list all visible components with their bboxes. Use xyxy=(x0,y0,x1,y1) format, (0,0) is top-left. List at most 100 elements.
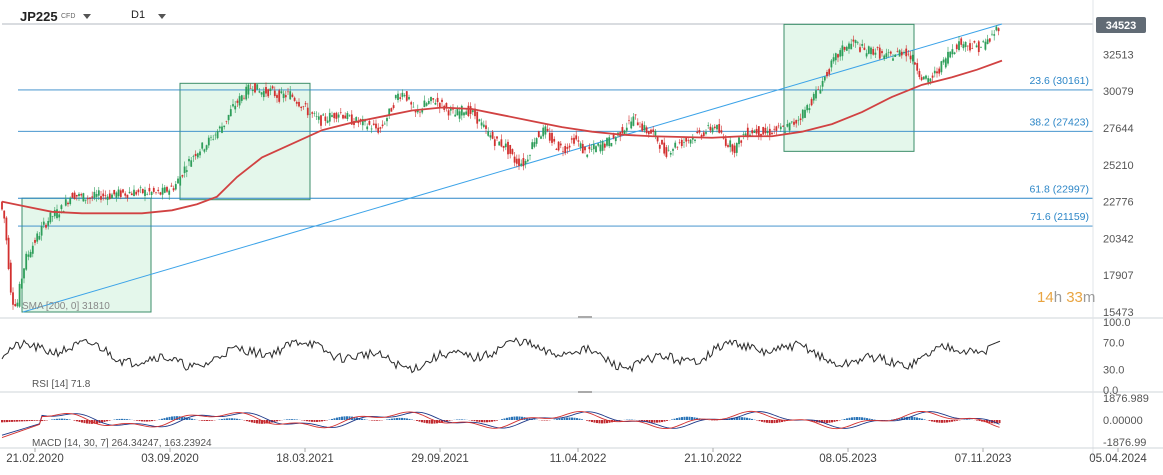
candle-body xyxy=(346,113,349,119)
candle-body xyxy=(828,69,831,75)
macd-histogram-bar xyxy=(141,420,143,422)
macd-histogram-bar xyxy=(858,417,861,420)
candle-body xyxy=(958,41,960,51)
candle-body xyxy=(603,143,606,148)
macd-histogram-bar xyxy=(676,418,678,420)
macd-histogram-bar xyxy=(293,419,296,420)
candle-body xyxy=(799,118,802,121)
candle-body xyxy=(441,99,443,102)
macd-histogram-bar xyxy=(491,420,493,422)
candle-body xyxy=(874,52,877,55)
candle-body xyxy=(687,140,690,141)
candle-body xyxy=(225,120,228,122)
candle-body xyxy=(416,109,419,113)
macd-tick-label: 1876.989 xyxy=(1103,393,1149,405)
symbol-dropdown-chevron-down-icon[interactable] xyxy=(83,14,91,19)
macd-histogram-bar xyxy=(226,418,228,420)
macd-histogram-bar xyxy=(343,416,346,420)
date-tick-label: 05.04.2024 xyxy=(1089,453,1147,465)
macd-histogram-bar xyxy=(606,420,608,424)
macd-histogram-bar xyxy=(228,418,231,420)
macd-histogram-bar xyxy=(831,420,833,423)
candle-body xyxy=(821,80,824,87)
candle-body xyxy=(546,128,549,131)
candle-body xyxy=(399,97,402,99)
candle-body xyxy=(322,114,325,116)
candle-body xyxy=(258,91,261,93)
last-price-badge xyxy=(1096,17,1146,33)
macd-histogram-bar xyxy=(378,420,381,421)
macd-histogram-bar xyxy=(146,420,148,422)
candle-body xyxy=(542,127,545,137)
candle-body xyxy=(837,54,839,58)
macd-histogram-bar xyxy=(38,420,41,421)
macd-histogram-bar xyxy=(398,417,401,420)
macd-histogram-bar xyxy=(478,420,481,422)
candle-body xyxy=(45,224,47,228)
macd-histogram-bar xyxy=(998,420,1001,424)
macd-histogram-bar xyxy=(28,420,31,422)
macd-histogram-bar xyxy=(688,416,691,420)
candle-body xyxy=(577,140,580,142)
timeframe-label[interactable]: D1 xyxy=(131,9,146,21)
candle-body xyxy=(144,189,146,197)
candle-body xyxy=(331,115,333,117)
macd-panel[interactable]: MACD [14, 30, 7] 264.34247, 163.23924 xyxy=(1,410,1001,449)
candle-body xyxy=(988,38,991,42)
candle-body xyxy=(621,127,624,134)
macd-histogram-bar xyxy=(1,420,3,423)
candle-body xyxy=(566,147,569,149)
candle-body xyxy=(390,108,393,112)
macd-histogram-bar xyxy=(423,420,426,423)
candle-body xyxy=(995,26,998,31)
candle-body xyxy=(746,127,749,138)
macd-histogram-bar xyxy=(356,417,358,420)
macd-histogram-bar xyxy=(346,416,348,420)
macd-histogram-bar xyxy=(686,416,688,420)
candle-body xyxy=(777,125,780,127)
candle-body xyxy=(243,97,245,99)
macd-histogram-bar xyxy=(653,420,656,423)
symbol-label[interactable]: JP225 xyxy=(20,9,58,24)
candle-body xyxy=(689,139,692,144)
candle-body xyxy=(361,118,364,126)
panel-resize-handle xyxy=(578,391,592,393)
macd-histogram-bar xyxy=(748,418,751,420)
axes: 34523 32513 30079 27644 25210 22776 20342 17907… xyxy=(0,0,1163,465)
candle-body xyxy=(300,106,303,109)
candle-body xyxy=(817,89,820,90)
macd-histogram-bar xyxy=(336,417,338,420)
candle-body xyxy=(9,262,12,293)
macd-histogram-bar xyxy=(128,419,131,420)
candle-body xyxy=(925,75,927,79)
macd-histogram-bar xyxy=(993,420,996,424)
macd-histogram-bar xyxy=(931,420,933,422)
macd-histogram-bar xyxy=(258,420,261,424)
macd-histogram-bar xyxy=(588,420,591,422)
highlight-box xyxy=(21,197,152,313)
macd-histogram-bar xyxy=(448,420,451,421)
price-tick-label: 30079 xyxy=(1103,86,1134,98)
candle-body xyxy=(487,131,490,136)
candle-body xyxy=(914,62,916,65)
macd-histogram-bar xyxy=(433,420,436,424)
candle-body xyxy=(130,193,133,196)
main-price-panel[interactable]: 23.6 (30161) 38.2 (27423) 61.8 (22997) 71.6… xyxy=(1,23,1093,313)
candle-body xyxy=(135,191,138,195)
macd-histogram-bar xyxy=(488,420,491,423)
rsi-panel[interactable]: RSI [14] 71.8 xyxy=(1,337,1001,390)
macd-histogram-bar xyxy=(96,420,98,424)
candle-body xyxy=(161,187,164,195)
macd-histogram-bar xyxy=(11,420,13,422)
candle-body xyxy=(962,44,965,49)
macd-histogram-bar xyxy=(221,419,223,420)
macd-histogram-bar xyxy=(921,418,923,420)
macd-histogram-bar xyxy=(163,418,166,420)
candle-body xyxy=(38,235,41,240)
candle-body xyxy=(522,158,525,167)
timeframe-dropdown-chevron-down-icon[interactable] xyxy=(158,14,166,19)
candle-body xyxy=(403,95,406,97)
macd-histogram-bar xyxy=(403,418,406,420)
candle-body xyxy=(592,144,595,150)
